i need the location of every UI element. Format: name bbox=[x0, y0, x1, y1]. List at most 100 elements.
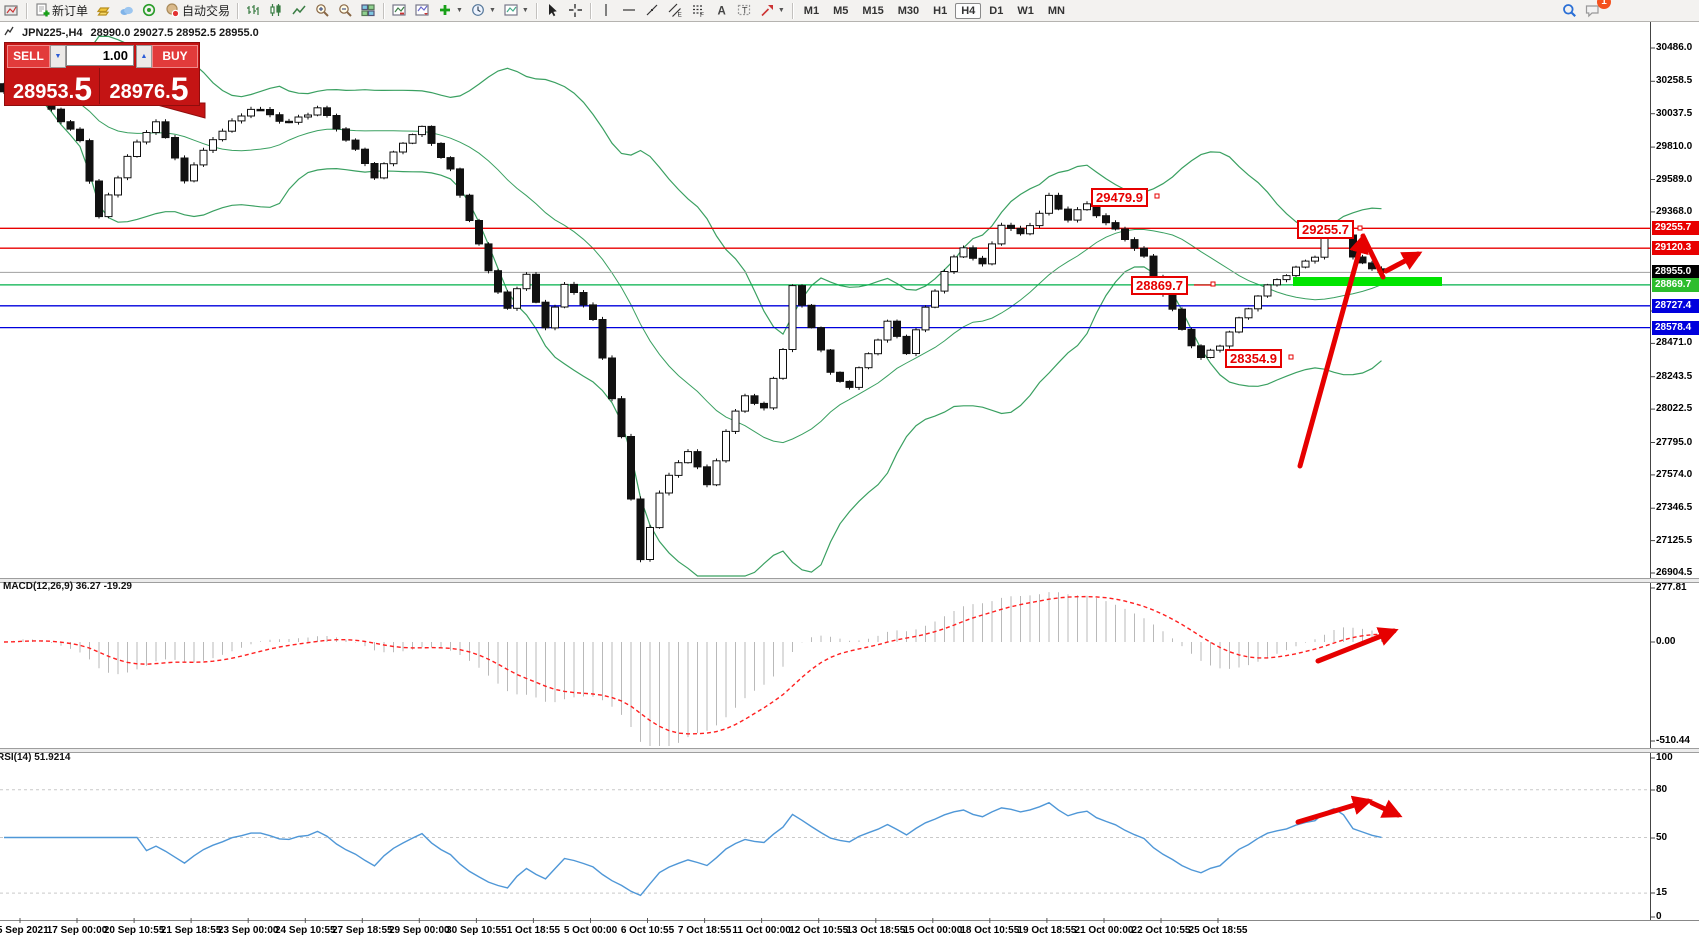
timeframe-m15-button[interactable]: M15 bbox=[862, 4, 884, 17]
timeframe-h1-button[interactable]: H1 bbox=[933, 4, 948, 17]
price-tick-label: 29589.0 bbox=[1656, 173, 1693, 185]
periods-button[interactable]: ▼ bbox=[468, 2, 499, 19]
charts-icon[interactable] bbox=[1, 2, 22, 19]
price-tag: 28955.0 bbox=[1652, 265, 1699, 280]
bid-price: 28953. 5 bbox=[6, 68, 100, 105]
price-tick-label: 27795.0 bbox=[1656, 436, 1693, 448]
price-tick-label: 27346.5 bbox=[1656, 502, 1693, 514]
date-label: 12 Oct 10:55 bbox=[789, 925, 849, 936]
timeframe-m30-button[interactable]: M30 bbox=[897, 4, 920, 17]
timeframe-m5-button[interactable]: M5 bbox=[833, 4, 849, 17]
timeframe-w1-button[interactable]: W1 bbox=[1017, 4, 1034, 17]
rsi-axis-label: 80 bbox=[1656, 784, 1668, 795]
timeframe-group: M1 M5 M15 M30 H1 H4 D1 W1 MN bbox=[797, 2, 1072, 19]
date-label: 1 Oct 18:55 bbox=[506, 925, 561, 936]
date-label: 20 Sep 10:55 bbox=[103, 925, 165, 936]
volume-increase-button[interactable]: ▲ bbox=[136, 45, 152, 68]
price-tick-label: 30037.5 bbox=[1656, 107, 1693, 119]
price-annotation[interactable]: 29479.9 bbox=[1091, 188, 1148, 207]
rsi-axis-label: 15 bbox=[1656, 887, 1668, 898]
rsi-axis-label: 50 bbox=[1656, 832, 1668, 843]
svg-text:A: A bbox=[717, 6, 725, 18]
price-annotation[interactable]: 28869.7 bbox=[1131, 276, 1188, 295]
symbol-icon bbox=[4, 26, 14, 39]
date-label: 6 Oct 10:55 bbox=[620, 925, 675, 936]
panel-splitter-macd[interactable] bbox=[0, 578, 1699, 583]
channel-button[interactable]: E bbox=[665, 2, 686, 19]
rsi-line bbox=[4, 801, 1382, 897]
chat-icon[interactable]: 1 bbox=[1582, 0, 1611, 19]
vertical-line-button[interactable] bbox=[596, 2, 617, 19]
price-tick-label: 28471.0 bbox=[1656, 337, 1693, 349]
bar-chart-button[interactable] bbox=[243, 2, 264, 19]
new-order-button[interactable]: 新订单 bbox=[32, 1, 91, 20]
panel-splitter-rsi[interactable] bbox=[0, 748, 1699, 753]
arrows-button[interactable]: ▼ bbox=[757, 2, 788, 19]
text-button[interactable]: A bbox=[711, 2, 732, 19]
buy-button[interactable]: BUY bbox=[152, 45, 198, 68]
trend-arrow-objects[interactable] bbox=[1295, 233, 1423, 825]
svg-text:E: E bbox=[677, 12, 682, 19]
date-label: 21 Sep 18:55 bbox=[160, 925, 222, 936]
templates-button[interactable]: ▼ bbox=[501, 2, 532, 19]
tile-windows-button[interactable] bbox=[358, 2, 379, 19]
price-tag: 28578.4 bbox=[1652, 320, 1699, 335]
text-label-button[interactable]: T bbox=[734, 2, 755, 19]
volume-decrease-button[interactable]: ▼ bbox=[50, 45, 66, 68]
price-tick-label: 26904.5 bbox=[1656, 567, 1693, 578]
price-tick-label: 30258.5 bbox=[1656, 75, 1693, 87]
toolbar-separator bbox=[535, 2, 538, 19]
chart-title: JPN225-,H4 28990.0 29027.5 28952.5 28955… bbox=[4, 26, 259, 39]
price-tag: 29120.3 bbox=[1652, 241, 1699, 256]
auto-scroll-button[interactable] bbox=[389, 2, 410, 19]
volume-input[interactable]: 1.00 bbox=[66, 45, 134, 66]
price-tick-label: 30486.0 bbox=[1656, 42, 1693, 53]
date-label: 15 Oct 00:00 bbox=[903, 925, 963, 936]
price-annotation[interactable]: 29255.7 bbox=[1297, 220, 1354, 239]
date-label: 27 Sep 18:55 bbox=[331, 925, 393, 936]
price-tag: 29255.7 bbox=[1652, 221, 1699, 236]
mql5-cloud-icon[interactable] bbox=[116, 2, 137, 19]
timeframe-mn-button[interactable]: MN bbox=[1047, 4, 1065, 17]
macd-axis-label: 0.00 bbox=[1656, 636, 1676, 647]
candlestick-chart-button[interactable] bbox=[266, 2, 287, 19]
price-tick-label: 29368.0 bbox=[1656, 205, 1693, 217]
date-label: 17 Sep 00:00 bbox=[46, 925, 108, 936]
timeframe-m1-button[interactable]: M1 bbox=[803, 4, 820, 17]
price-tag: 28727.4 bbox=[1652, 298, 1699, 313]
horizontal-line-button[interactable] bbox=[619, 2, 640, 19]
zoom-out-button[interactable] bbox=[335, 2, 356, 19]
macd-signal-line bbox=[3, 595, 1382, 735]
price-annotation[interactable]: 28354.9 bbox=[1225, 349, 1282, 368]
crosshair-button[interactable] bbox=[565, 2, 586, 19]
autotrading-button[interactable]: 自动交易 bbox=[162, 1, 233, 20]
date-label: 13 Oct 18:55 bbox=[846, 925, 906, 936]
zoom-in-button[interactable] bbox=[312, 2, 333, 19]
signals-icon[interactable] bbox=[139, 2, 160, 19]
fibonacci-button[interactable]: F bbox=[688, 2, 709, 19]
chart-shift-button[interactable] bbox=[412, 2, 433, 19]
sell-button[interactable]: SELL bbox=[7, 45, 50, 68]
toolbar-separator bbox=[791, 2, 794, 19]
gold-icon[interactable] bbox=[93, 2, 114, 19]
date-label: 22 Oct 10:55 bbox=[1131, 925, 1191, 936]
date-label: 24 Sep 10:55 bbox=[274, 925, 336, 936]
support-zone-object[interactable] bbox=[1293, 277, 1442, 286]
timeframe-h4-button[interactable]: H4 bbox=[955, 2, 982, 19]
cursor-button[interactable] bbox=[542, 2, 563, 19]
indicators-button[interactable]: ▼ bbox=[435, 2, 466, 19]
ohlc-values: 28990.0 29027.5 28952.5 28955.0 bbox=[90, 26, 259, 39]
timeframe-d1-button[interactable]: D1 bbox=[989, 4, 1004, 17]
search-icon[interactable] bbox=[1559, 2, 1580, 19]
price-tick-label: 28243.5 bbox=[1656, 370, 1693, 382]
date-label: 21 Oct 00:00 bbox=[1074, 925, 1134, 936]
rsi-axis-label: 100 bbox=[1656, 752, 1673, 763]
trendline-button[interactable] bbox=[642, 2, 663, 19]
date-label: 30 Sep 10:55 bbox=[446, 925, 507, 936]
main-toolbar: 新订单 自动交易 ▼ ▼ ▼ E F A T ▼ M1 M5 M15 M30 H1 H4 D1 W1 MN 1 bbox=[0, 0, 1699, 22]
line-chart-button[interactable] bbox=[289, 2, 310, 19]
price-tick-label: 29810.0 bbox=[1656, 141, 1693, 153]
date-label: 23 Sep 00:00 bbox=[217, 925, 279, 936]
